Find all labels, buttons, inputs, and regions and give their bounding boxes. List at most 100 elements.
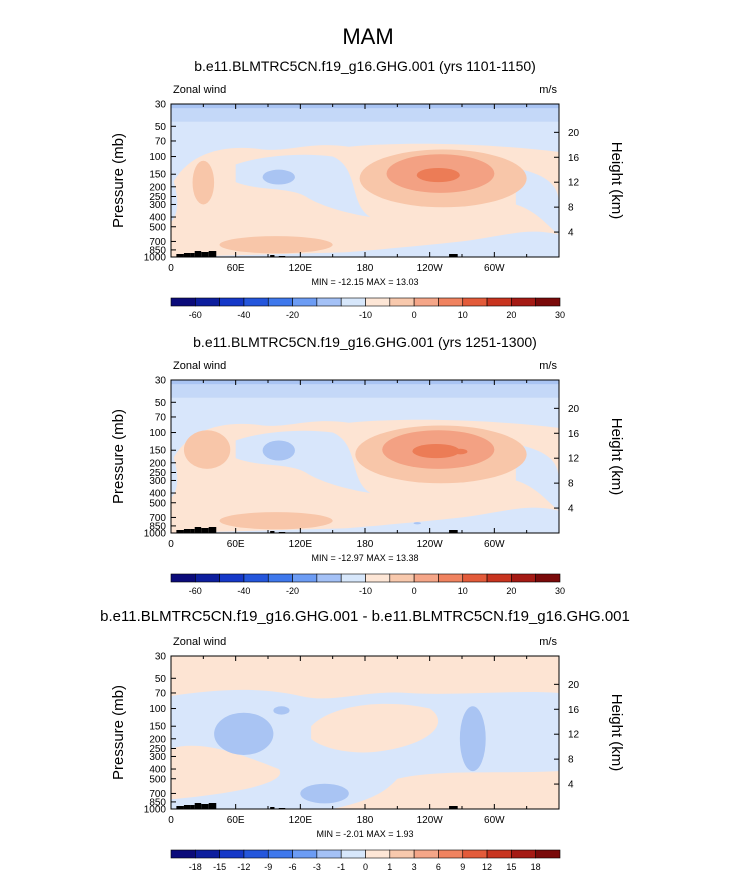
pressure-tick-label: 50 xyxy=(155,122,167,133)
pressure-axis-label: Pressure (mb) xyxy=(110,133,127,228)
colorbar: -60 -40 -20 -10 0 10 20 30 xyxy=(170,573,565,596)
colorbar-box xyxy=(365,573,391,583)
pressure-tick-label: 1000 xyxy=(144,529,167,540)
pressure-tick-label: 100 xyxy=(149,152,166,163)
topography-bar xyxy=(194,251,202,257)
pressure-tick-label: 500 xyxy=(149,498,166,509)
negative-edge-east xyxy=(515,443,559,511)
colorbar-box xyxy=(340,849,366,859)
lon-tick-label: 0 xyxy=(168,263,174,274)
colorbar-label: 6 xyxy=(436,862,441,872)
height-tick-label: 4 xyxy=(568,228,574,239)
units-label: m/s xyxy=(539,84,557,96)
height-tick-label: 16 xyxy=(568,153,580,164)
colorbar-box xyxy=(243,573,269,583)
negative-core-west xyxy=(214,712,274,755)
colorbar-box xyxy=(170,573,196,583)
colorbar-box xyxy=(438,573,464,583)
lon-tick-label: 60E xyxy=(227,263,245,274)
colorbar-label: -20 xyxy=(286,310,299,320)
colorbar-box xyxy=(413,297,439,307)
lon-tick-label: 120W xyxy=(417,815,444,826)
lon-tick-label: 180 xyxy=(357,539,374,550)
colorbar-label: 9 xyxy=(460,862,465,872)
colorbar-label: -10 xyxy=(359,310,372,320)
pressure-tick-label: 250 xyxy=(149,744,166,755)
pressure-tick-label: 850 xyxy=(149,521,166,532)
colorbar-box xyxy=(340,573,366,583)
colorbar-box xyxy=(316,573,342,583)
height-tick-label: 8 xyxy=(568,203,574,214)
colorbar-box xyxy=(170,849,196,859)
pressure-tick-label: 850 xyxy=(149,245,166,256)
colorbar-box xyxy=(413,849,439,859)
lon-tick-label: 60W xyxy=(484,815,505,826)
negative-wind-tongue xyxy=(235,154,371,218)
colorbar-box xyxy=(292,849,318,859)
colorbar-label: -40 xyxy=(237,586,250,596)
lon-tick-label: 60E xyxy=(227,815,245,826)
axes: 3050701001502002503004005007008501000481… xyxy=(110,636,625,826)
pressure-axis-label: Pressure (mb) xyxy=(110,685,127,780)
colorbar-box xyxy=(316,849,342,859)
colorbar-box xyxy=(462,573,488,583)
pressure-tick-label: 70 xyxy=(155,688,167,699)
topography-bar xyxy=(176,254,184,257)
negative-dot-west xyxy=(273,706,290,715)
contour-fill xyxy=(171,104,559,257)
colorbar-label: -12 xyxy=(237,862,250,872)
jet-core xyxy=(416,167,460,183)
topography-bar xyxy=(183,529,191,533)
pressure-tick-label: 200 xyxy=(149,182,166,193)
panel-2: b.e11.BLMTRC5CN.f19_g16.GHG.001 (yrs 125… xyxy=(110,334,625,596)
axes: 3050701001502002503004005007008501000481… xyxy=(110,84,625,274)
colorbar-box xyxy=(267,849,293,859)
colorbar-label: -6 xyxy=(289,862,297,872)
height-tick-label: 8 xyxy=(568,755,574,766)
colorbar-box xyxy=(486,297,512,307)
colorbar-label: -10 xyxy=(359,586,372,596)
colorbar-label: 10 xyxy=(458,310,468,320)
variable-label: Zonal wind xyxy=(173,636,226,648)
colorbar-box xyxy=(219,573,245,583)
height-tick-label: 12 xyxy=(568,730,580,741)
stratosphere-band xyxy=(171,104,559,122)
pressure-tick-label: 700 xyxy=(149,513,166,524)
topography-bar xyxy=(176,530,184,533)
pressure-tick-label: 30 xyxy=(155,376,167,387)
colorbar-box xyxy=(486,573,512,583)
colorbar-box xyxy=(243,297,269,307)
panel-1: b.e11.BLMTRC5CN.f19_g16.GHG.001 (yrs 110… xyxy=(110,58,625,320)
negative-edge-west xyxy=(171,450,178,499)
lon-tick-label: 60E xyxy=(227,539,245,550)
negative-core xyxy=(262,440,295,461)
colorbar-label: 18 xyxy=(531,862,541,872)
jet-core-tail xyxy=(453,448,468,455)
colorbar-label: -40 xyxy=(237,310,250,320)
positive-lower-left xyxy=(171,745,281,800)
topography-bar xyxy=(270,531,275,533)
pressure-tick-label: 500 xyxy=(149,222,166,233)
axes: 3050701001502002503004005007008501000481… xyxy=(110,360,625,550)
height-axis-label: Height (km) xyxy=(608,694,625,772)
height-tick-label: 20 xyxy=(568,128,580,139)
panel-title: b.e11.BLMTRC5CN.f19_g16.GHG.001 (yrs 125… xyxy=(193,334,537,350)
colorbar-label: 30 xyxy=(555,310,565,320)
stratosphere-band xyxy=(171,380,559,398)
colorbar-label: -1 xyxy=(337,862,345,872)
colorbar-label: 30 xyxy=(555,586,565,596)
negative-edge-west xyxy=(171,174,178,223)
colorbar-box xyxy=(195,849,220,859)
pressure-tick-label: 250 xyxy=(149,468,166,479)
colorbar-label: 12 xyxy=(482,862,492,872)
min-max-stats: MIN = -12.15 MAX = 13.03 xyxy=(311,277,418,287)
colorbar-label: 1 xyxy=(387,862,392,872)
topography-bar xyxy=(201,528,209,533)
height-tick-label: 12 xyxy=(568,178,580,189)
lon-tick-label: 0 xyxy=(168,815,174,826)
height-tick-label: 20 xyxy=(568,404,580,415)
panel-title: b.e11.BLMTRC5CN.f19_g16.GHG.001 (yrs 110… xyxy=(194,58,536,74)
colorbar-label: 0 xyxy=(412,310,417,320)
height-tick-label: 4 xyxy=(568,780,574,791)
pressure-axis-label: Pressure (mb) xyxy=(110,409,127,504)
